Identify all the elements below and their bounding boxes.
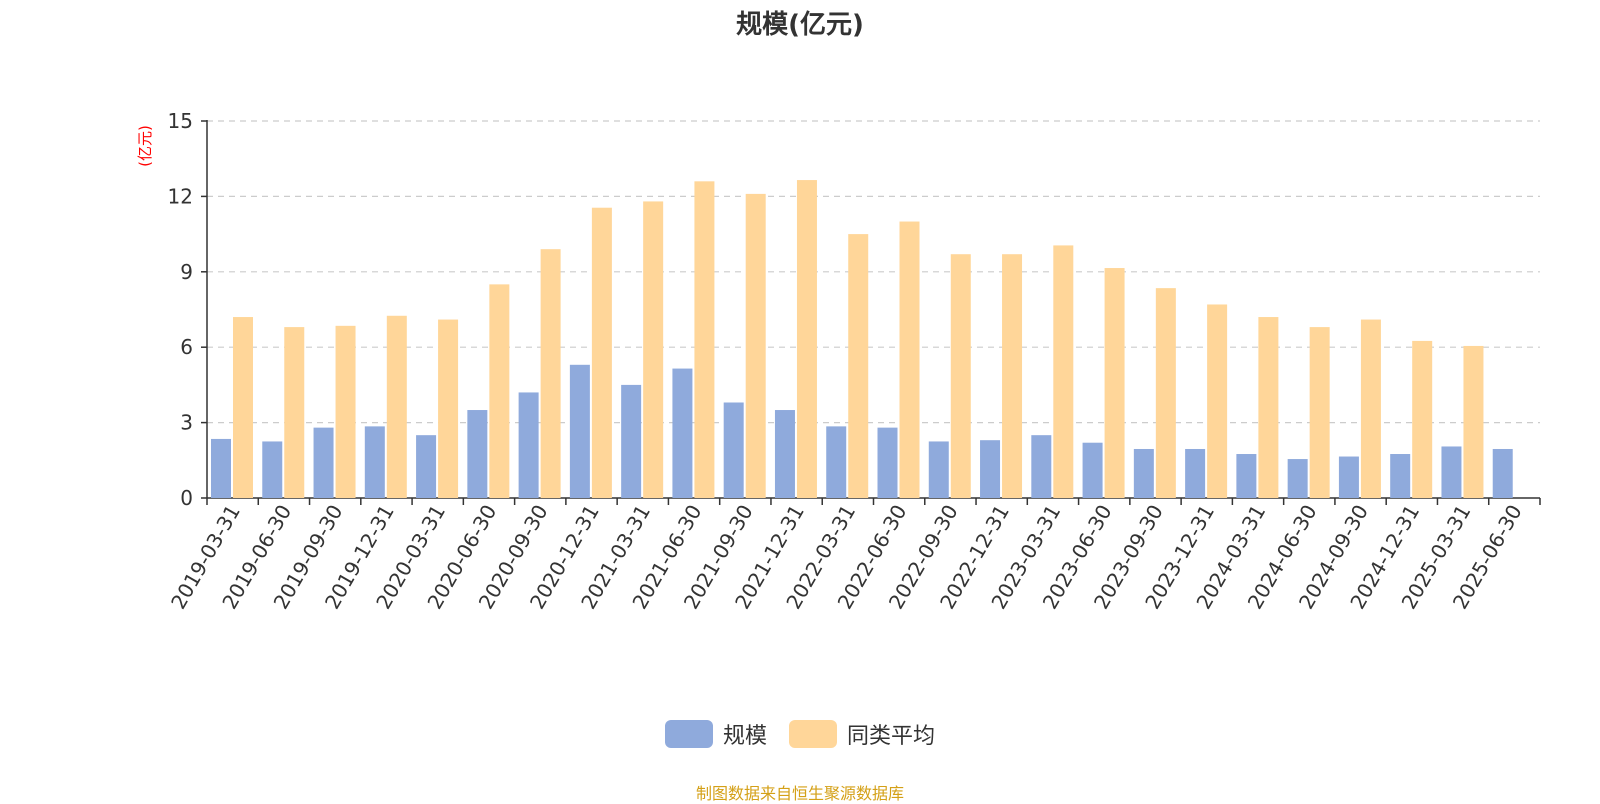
bar-scale	[518, 392, 539, 498]
bar-peer-average	[1360, 319, 1381, 498]
bar-scale	[723, 402, 744, 498]
source-note: 制图数据来自恒生聚源数据库	[695, 784, 904, 803]
bar-peer-average	[233, 317, 253, 498]
bar-scale	[826, 426, 847, 498]
bar-peer-average	[1412, 340, 1433, 498]
bar-peer-average	[540, 249, 561, 498]
bar-scale	[980, 440, 1001, 498]
bar-scale	[1338, 456, 1359, 498]
bar-peer-average	[745, 193, 766, 499]
bar-peer-average	[694, 181, 715, 498]
legend-label-peer-average: 同类平均	[847, 724, 936, 749]
legend-swatch-scale	[664, 720, 713, 748]
legend-item-peer-average[interactable]: 同类平均	[789, 718, 935, 750]
bar-scale	[1185, 448, 1206, 498]
bar-scale	[1082, 442, 1103, 498]
bar-scale	[416, 435, 437, 498]
bar-scale	[569, 364, 590, 498]
bar-scale	[313, 427, 334, 498]
chart-title: 规模(亿元)	[736, 10, 864, 40]
bar-peer-average	[1002, 254, 1023, 498]
y-tick-label: 6	[180, 335, 193, 359]
bar-peer-average	[643, 201, 664, 498]
bar-peer-average	[950, 254, 971, 498]
legend: 规模 同类平均	[0, 718, 1600, 750]
bar-peer-average	[1309, 327, 1330, 498]
bar-peer-average	[386, 315, 407, 498]
legend-swatch-peer-average	[789, 720, 837, 748]
bar-scale	[1031, 435, 1052, 498]
bar-scale	[262, 441, 283, 498]
y-axis-label: (亿元)	[136, 125, 154, 167]
bar-peer-average	[1258, 317, 1279, 498]
bar-peer-average	[1053, 245, 1074, 498]
bar-scale	[1390, 454, 1411, 498]
bar-scale	[774, 410, 795, 498]
y-tick-label: 0	[180, 486, 193, 510]
bar-scale	[928, 441, 949, 498]
bar-peer-average	[1155, 288, 1176, 498]
y-tick-label: 15	[168, 109, 193, 133]
bar-peer-average	[1463, 345, 1484, 498]
bar-scale	[467, 410, 488, 498]
y-tick-label: 9	[180, 260, 193, 284]
bar-peer-average	[335, 325, 356, 498]
bar-peer-average	[899, 221, 920, 499]
bar-scale	[1236, 454, 1257, 498]
bar-scale	[672, 368, 693, 498]
bar-scale	[621, 384, 642, 498]
bar-scale	[1287, 459, 1308, 498]
bar-peer-average	[796, 180, 817, 498]
y-tick-label: 12	[168, 184, 193, 208]
bar-peer-average	[848, 234, 869, 498]
y-tick-label: 3	[180, 411, 193, 435]
bar-scale	[1492, 448, 1513, 498]
legend-label-scale: 规模	[722, 724, 767, 749]
bar-peer-average	[284, 327, 305, 498]
bar-peer-average	[438, 319, 459, 498]
bar-peer-average	[1207, 304, 1228, 498]
legend-item-scale[interactable]: 规模	[664, 718, 767, 750]
bar-peer-average	[489, 284, 510, 498]
bar-scale	[877, 427, 898, 498]
bar-scale	[211, 438, 231, 498]
bar-scale	[1441, 446, 1462, 498]
bar-scale	[364, 426, 385, 498]
bar-peer-average	[1104, 268, 1125, 498]
bar-peer-average	[591, 207, 612, 498]
bar-scale	[1133, 448, 1154, 498]
